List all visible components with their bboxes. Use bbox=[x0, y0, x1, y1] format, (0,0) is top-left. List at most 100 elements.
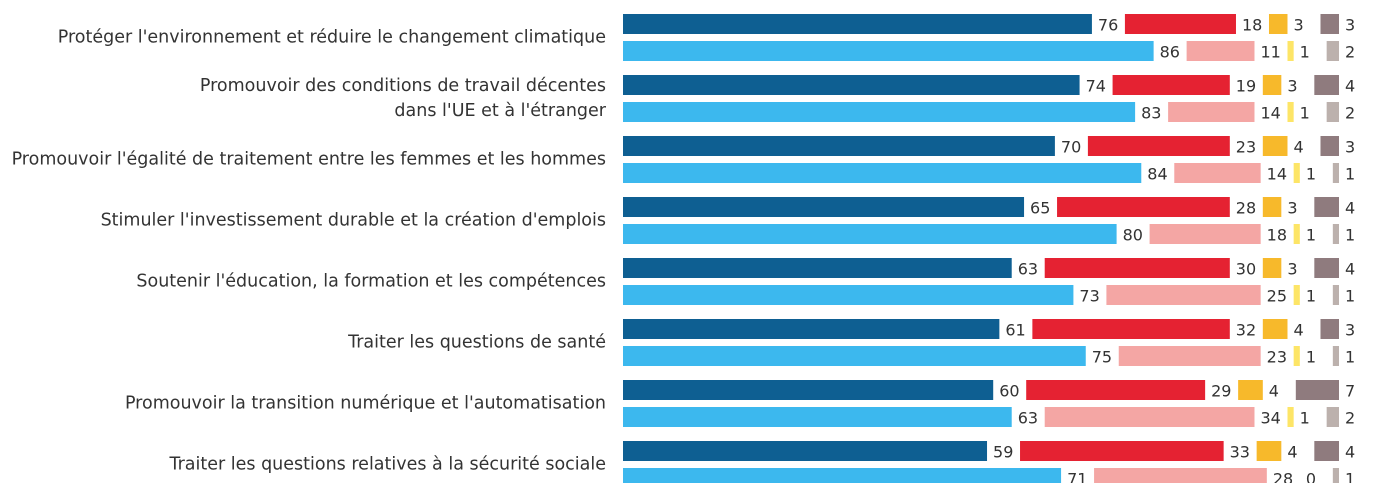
category-label: Traiter les questions relatives à la séc… bbox=[169, 454, 606, 475]
bar-segment bbox=[1326, 407, 1339, 427]
bar-segment bbox=[1256, 441, 1282, 461]
value-label: 3 bbox=[1345, 321, 1355, 340]
bar-segment bbox=[1106, 285, 1261, 305]
value-label: 1 bbox=[1345, 287, 1355, 306]
bar-segment bbox=[1124, 14, 1236, 34]
value-label: 19 bbox=[1236, 77, 1256, 96]
bar-segment bbox=[623, 258, 1012, 278]
bar-segment bbox=[623, 380, 994, 400]
value-label: 2 bbox=[1345, 409, 1355, 428]
value-label: 28 bbox=[1236, 199, 1256, 218]
value-label: 71 bbox=[1067, 470, 1087, 483]
value-label: 4 bbox=[1345, 199, 1355, 218]
value-label: 28 bbox=[1273, 470, 1293, 483]
bar-segment bbox=[1332, 346, 1339, 366]
bar-segment bbox=[623, 468, 1062, 483]
value-label: 23 bbox=[1267, 348, 1287, 367]
bar-segment bbox=[623, 163, 1142, 183]
category-label: Promouvoir l'égalité de traitement entre… bbox=[11, 149, 606, 170]
value-label: 1 bbox=[1306, 287, 1316, 306]
value-label: 3 bbox=[1293, 16, 1303, 35]
bar-segment bbox=[623, 197, 1025, 217]
value-label: 4 bbox=[1345, 260, 1355, 279]
value-label: 3 bbox=[1345, 16, 1355, 35]
value-label: 63 bbox=[1018, 409, 1038, 428]
value-label: 18 bbox=[1267, 226, 1287, 245]
value-label: 70 bbox=[1061, 138, 1081, 157]
bar-segment bbox=[1314, 441, 1339, 461]
value-label: 3 bbox=[1287, 260, 1297, 279]
value-label: 3 bbox=[1287, 199, 1297, 218]
value-label: 86 bbox=[1160, 43, 1180, 62]
value-label: 18 bbox=[1242, 16, 1262, 35]
value-label: 1 bbox=[1345, 226, 1355, 245]
bar-segment bbox=[1314, 258, 1339, 278]
value-label: 3 bbox=[1345, 138, 1355, 157]
value-label: 1 bbox=[1345, 348, 1355, 367]
bar-segment bbox=[623, 441, 988, 461]
value-label: 75 bbox=[1092, 348, 1112, 367]
value-label: 4 bbox=[1345, 443, 1355, 462]
bar-segment bbox=[623, 75, 1080, 95]
bar-segment bbox=[1020, 441, 1224, 461]
value-label: 32 bbox=[1236, 321, 1256, 340]
value-label: 84 bbox=[1147, 165, 1167, 184]
bar-segment bbox=[623, 41, 1154, 61]
bar-segment bbox=[1332, 163, 1339, 183]
value-label: 59 bbox=[993, 443, 1013, 462]
category-label: Promouvoir la transition numérique et l'… bbox=[124, 393, 606, 414]
bar-segment bbox=[1262, 136, 1288, 156]
value-label: 1 bbox=[1306, 348, 1316, 367]
value-label: 65 bbox=[1030, 199, 1050, 218]
value-label: 14 bbox=[1260, 104, 1280, 123]
bar-segment bbox=[1112, 75, 1230, 95]
value-label: 4 bbox=[1345, 77, 1355, 96]
bar-segment bbox=[1320, 14, 1339, 34]
value-label: 1 bbox=[1306, 226, 1316, 245]
bar-segment bbox=[1287, 102, 1294, 122]
value-label: 33 bbox=[1230, 443, 1250, 462]
bar-segment bbox=[1320, 319, 1339, 339]
bar-segment bbox=[1044, 258, 1230, 278]
bar-segment bbox=[1326, 41, 1339, 61]
value-label: 14 bbox=[1267, 165, 1287, 184]
bar-segment bbox=[1268, 14, 1288, 34]
bar-segment bbox=[623, 224, 1117, 244]
bar-segment bbox=[1293, 285, 1300, 305]
bar-segment bbox=[1287, 407, 1294, 427]
value-label: 4 bbox=[1287, 443, 1297, 462]
value-label: 30 bbox=[1236, 260, 1256, 279]
value-label: 1 bbox=[1300, 409, 1310, 428]
bar-segment bbox=[1032, 319, 1230, 339]
value-label: 23 bbox=[1236, 138, 1256, 157]
bar-segment bbox=[1314, 197, 1339, 217]
value-label: 34 bbox=[1260, 409, 1280, 428]
bar-segment bbox=[623, 102, 1136, 122]
category-label: Protéger l'environnement et réduire le c… bbox=[57, 27, 606, 48]
bar-segment bbox=[1238, 380, 1263, 400]
bar-segment bbox=[1326, 102, 1339, 122]
value-label: 2 bbox=[1345, 43, 1355, 62]
bar-segment bbox=[623, 14, 1092, 34]
bar-segment bbox=[1332, 468, 1339, 483]
bar-segment bbox=[1320, 136, 1339, 156]
bar-segment bbox=[1332, 224, 1339, 244]
value-label: 4 bbox=[1293, 321, 1303, 340]
category-label: Traiter les questions de santé bbox=[348, 332, 606, 353]
bar-segment bbox=[1186, 41, 1255, 61]
value-label: 3 bbox=[1287, 77, 1297, 96]
bar-segment bbox=[623, 346, 1086, 366]
bar-segment bbox=[1262, 258, 1282, 278]
value-label: 25 bbox=[1267, 287, 1287, 306]
bar-segment bbox=[623, 285, 1074, 305]
value-label: 1 bbox=[1345, 470, 1355, 483]
value-label: 29 bbox=[1211, 382, 1231, 401]
value-label: 74 bbox=[1086, 77, 1106, 96]
bar-segment bbox=[1262, 197, 1282, 217]
bar-segment bbox=[1287, 41, 1294, 61]
value-label: 76 bbox=[1098, 16, 1118, 35]
value-label: 83 bbox=[1141, 104, 1161, 123]
value-label: 73 bbox=[1079, 287, 1099, 306]
value-label: 11 bbox=[1260, 43, 1280, 62]
